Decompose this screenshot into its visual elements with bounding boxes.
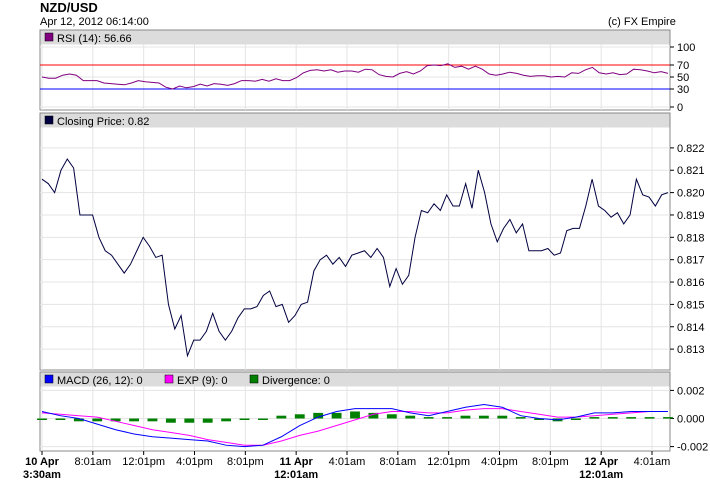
divergence-bar [626, 417, 637, 419]
y-tick-label: 0.816 [677, 277, 705, 289]
x-tick-label-sub: 12:01am [274, 469, 318, 481]
divergence-bar [73, 418, 84, 422]
y-tick-label: 0.815 [677, 299, 705, 311]
divergence-bar [331, 412, 342, 419]
exp-legend-label: EXP (9): 0 [177, 375, 228, 387]
price-legend-swatch [44, 115, 54, 125]
x-tick-label: 8:01pm [532, 456, 569, 468]
panel-header [40, 113, 670, 128]
panel-header [40, 30, 670, 45]
y-tick-label: 0.814 [677, 322, 705, 334]
divergence-bar [607, 417, 618, 419]
divergence-bar [663, 417, 673, 419]
divergence-bar [147, 418, 158, 422]
divergence-bar [478, 415, 489, 419]
divergence-bar [386, 414, 397, 419]
divergence-bar [350, 411, 360, 419]
y-tick-label: 100 [677, 42, 695, 54]
divergence-bar [184, 418, 195, 423]
divergence-bar [221, 418, 232, 422]
divergence-bar [239, 418, 250, 420]
y-tick-label: 0 [677, 102, 683, 114]
y-tick-label: 70 [677, 60, 689, 72]
y-tick-label: 0.002 [677, 385, 705, 397]
divergence-bar [423, 417, 434, 419]
x-tick-label: 12:01pm [427, 456, 470, 468]
divergence-bar [405, 415, 416, 419]
divergence-bar [294, 414, 305, 419]
x-tick-label: 4:01pm [176, 456, 213, 468]
x-tick-label-sub: 3:30am [23, 469, 61, 481]
panel-header [40, 372, 670, 387]
y-tick-label: -0.002 [677, 442, 708, 454]
rsi-legend-swatch [44, 32, 54, 42]
divergence-bar [202, 418, 213, 423]
y-tick-label: 50 [677, 72, 689, 84]
divergence-bar [571, 418, 581, 420]
x-tick-label-sub: 12:01am [579, 469, 623, 481]
chart-title: NZD/USD [40, 0, 98, 15]
x-tick-label: 4:01pm [481, 456, 518, 468]
divergence-bar [37, 418, 47, 420]
divergence-bar [276, 415, 287, 419]
divergence-bar [515, 417, 526, 419]
closing-price-line [41, 158, 669, 358]
divergence-legend-label: Divergence: 0 [262, 375, 330, 387]
y-tick-label: 0.817 [677, 255, 705, 267]
x-tick-label: 12 Apr [584, 456, 619, 468]
exp-line [41, 408, 668, 446]
y-tick-label: 0.820 [677, 188, 705, 200]
divergence-bar [534, 418, 545, 420]
divergence-bar [442, 417, 452, 419]
divergence-bar [55, 418, 66, 420]
x-tick-label: 4:01am [329, 456, 366, 468]
rsi-legend-label: RSI (14): 56.66 [57, 33, 132, 45]
divergence-bar [165, 418, 176, 423]
divergence-bar [497, 415, 508, 419]
x-tick-label: 8:01pm [227, 456, 264, 468]
copyright-label: (c) FX Empire [608, 16, 676, 28]
x-tick-label: 8:01am [379, 456, 416, 468]
y-tick-label: 0.821 [677, 165, 705, 177]
divergence-bar [589, 417, 600, 419]
macd-legend-swatch [44, 374, 54, 384]
x-tick-label: 11 Apr [280, 456, 314, 468]
y-tick-label: 0.819 [677, 210, 705, 222]
divergence-bar [129, 418, 139, 422]
divergence-legend-swatch [249, 374, 259, 384]
y-tick-label: 30 [677, 84, 689, 96]
divergence-bar [258, 418, 268, 420]
y-tick-label: 0.000 [677, 414, 705, 426]
exp-legend-swatch [164, 374, 174, 384]
panel-frame [39, 112, 671, 371]
y-tick-label: 0.822 [677, 143, 705, 155]
divergence-bar [92, 418, 103, 422]
divergence-bar [313, 412, 324, 419]
macd-legend-label: MACD (26, 12): 0 [57, 375, 143, 387]
x-tick-label: 12:01pm [122, 456, 165, 468]
rsi-line [41, 63, 669, 90]
x-tick-label: 10 Apr [25, 456, 60, 468]
y-tick-label: 0.818 [677, 232, 705, 244]
divergence-bar [110, 418, 121, 422]
divergence-bar [644, 417, 655, 419]
divergence-bar [460, 415, 471, 419]
macd-line [41, 403, 668, 448]
x-tick-label: 4:01am [634, 456, 671, 468]
chart-date: Apr 12, 2012 06:14:00 [40, 16, 149, 28]
divergence-bar [368, 412, 379, 419]
price-legend-label: Closing Price: 0.82 [57, 116, 149, 128]
x-tick-label: 8:01am [74, 456, 111, 468]
y-tick-label: 0.813 [677, 344, 705, 356]
